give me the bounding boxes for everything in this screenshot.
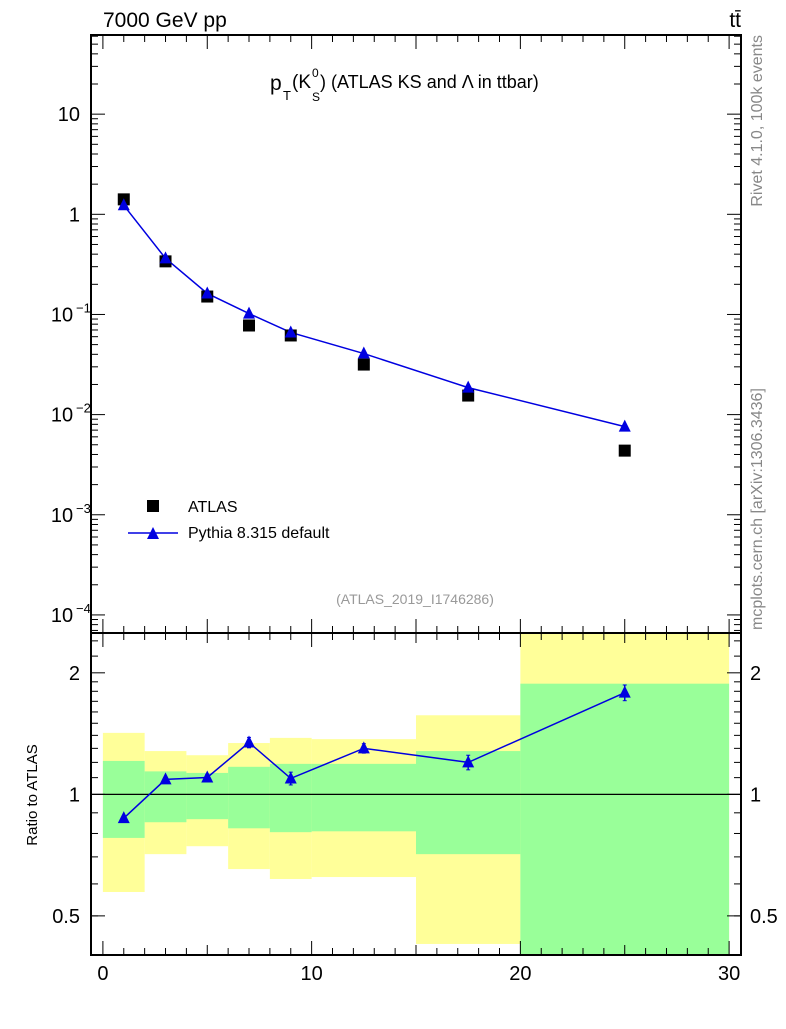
ratio-y-tick-label-right: 1 <box>750 784 761 806</box>
title-p: p <box>270 72 282 95</box>
x-tick-label: 20 <box>509 963 531 985</box>
y-tick-exponent: −3 <box>76 501 91 516</box>
data-point-mc <box>462 380 475 393</box>
ratio-y-tick-label-right: 2 <box>750 663 761 685</box>
analysis-label: (ATLAS_2019_I1746286) <box>336 591 494 607</box>
x-tick-label: 0 <box>97 963 108 985</box>
y-tick-label: 1 <box>69 204 80 226</box>
legend-marker-mc <box>147 527 159 539</box>
title-sup-0: 0 <box>312 66 319 80</box>
ratio-panel: 2 2 1 1 0.5 0.5 0 10 20 30 <box>52 632 778 985</box>
data-point-mc <box>618 419 631 432</box>
ratio-y-tick-label-right: 0.5 <box>750 906 778 928</box>
main-title: p T (K 0 S ) (ATLAS KS and Λ in ttbar) <box>270 66 539 104</box>
process-label: tt̄ <box>729 9 741 32</box>
ratio-y-tick-label: 1 <box>69 784 80 806</box>
data-point-atlas <box>357 358 370 371</box>
data-point-mc <box>117 198 130 211</box>
ratio-y-tick-label: 0.5 <box>52 906 80 928</box>
uncertainty-band-inner <box>520 683 730 955</box>
ratio-point <box>618 685 631 698</box>
legend: ATLAS Pythia 8.315 default <box>128 499 330 542</box>
rivet-label: Rivet 4.1.0, 100k events <box>749 35 766 207</box>
title-rest: ) (ATLAS KS and Λ in ttbar) <box>320 72 539 92</box>
data-point-atlas <box>243 319 256 332</box>
ratio-point <box>462 755 475 768</box>
ratio-point <box>201 770 214 783</box>
ratio-point <box>117 811 130 824</box>
title-sub-t: T <box>283 88 291 103</box>
title-k: (K <box>292 72 311 93</box>
y-tick-label: 10 <box>51 505 73 527</box>
uncertainty-band-inner <box>228 766 270 829</box>
legend-label-atlas: ATLAS <box>188 499 238 516</box>
y-tick-label: 10 <box>51 405 73 427</box>
legend-label-mc: Pythia 8.315 default <box>188 525 330 542</box>
ratio-point <box>284 771 297 784</box>
uncertainty-band-inner <box>311 763 416 832</box>
y-tick-exponent: −2 <box>76 401 91 416</box>
ratio-frame <box>90 632 742 956</box>
uncertainty-band-inner <box>102 760 145 838</box>
data-point-atlas <box>618 444 631 457</box>
data-point-mc <box>201 286 214 299</box>
data-point-mc <box>357 346 370 359</box>
legend-marker-atlas <box>147 500 159 512</box>
ratio-y-tick-label: 2 <box>69 663 80 685</box>
mcplots-label: mcplots.cern.ch [arXiv:1306.3436] <box>749 388 766 630</box>
title-sub-s: S <box>312 90 320 104</box>
data-point-mc <box>159 251 172 264</box>
energy-label: 7000 GeV pp <box>103 9 227 32</box>
ratio-point <box>243 735 256 748</box>
y-tick-label: 10 <box>51 304 73 326</box>
y-tick-exponent: −1 <box>76 300 91 315</box>
y-tick-label: 10 <box>51 605 73 627</box>
y-tick-label: 10 <box>58 104 80 126</box>
mc-line <box>123 204 625 428</box>
x-tick-label: 10 <box>301 963 323 985</box>
x-tick-label: 30 <box>718 963 740 985</box>
ratio-point <box>159 772 172 785</box>
y-tick-exponent: −4 <box>76 601 91 616</box>
data-point-mc <box>243 306 256 319</box>
ratio-point <box>357 741 370 754</box>
data-point-mc <box>284 325 297 338</box>
ratio-line <box>123 691 626 819</box>
ratio-ylabel: Ratio to ATLAS <box>24 744 41 845</box>
main-frame <box>90 34 742 634</box>
